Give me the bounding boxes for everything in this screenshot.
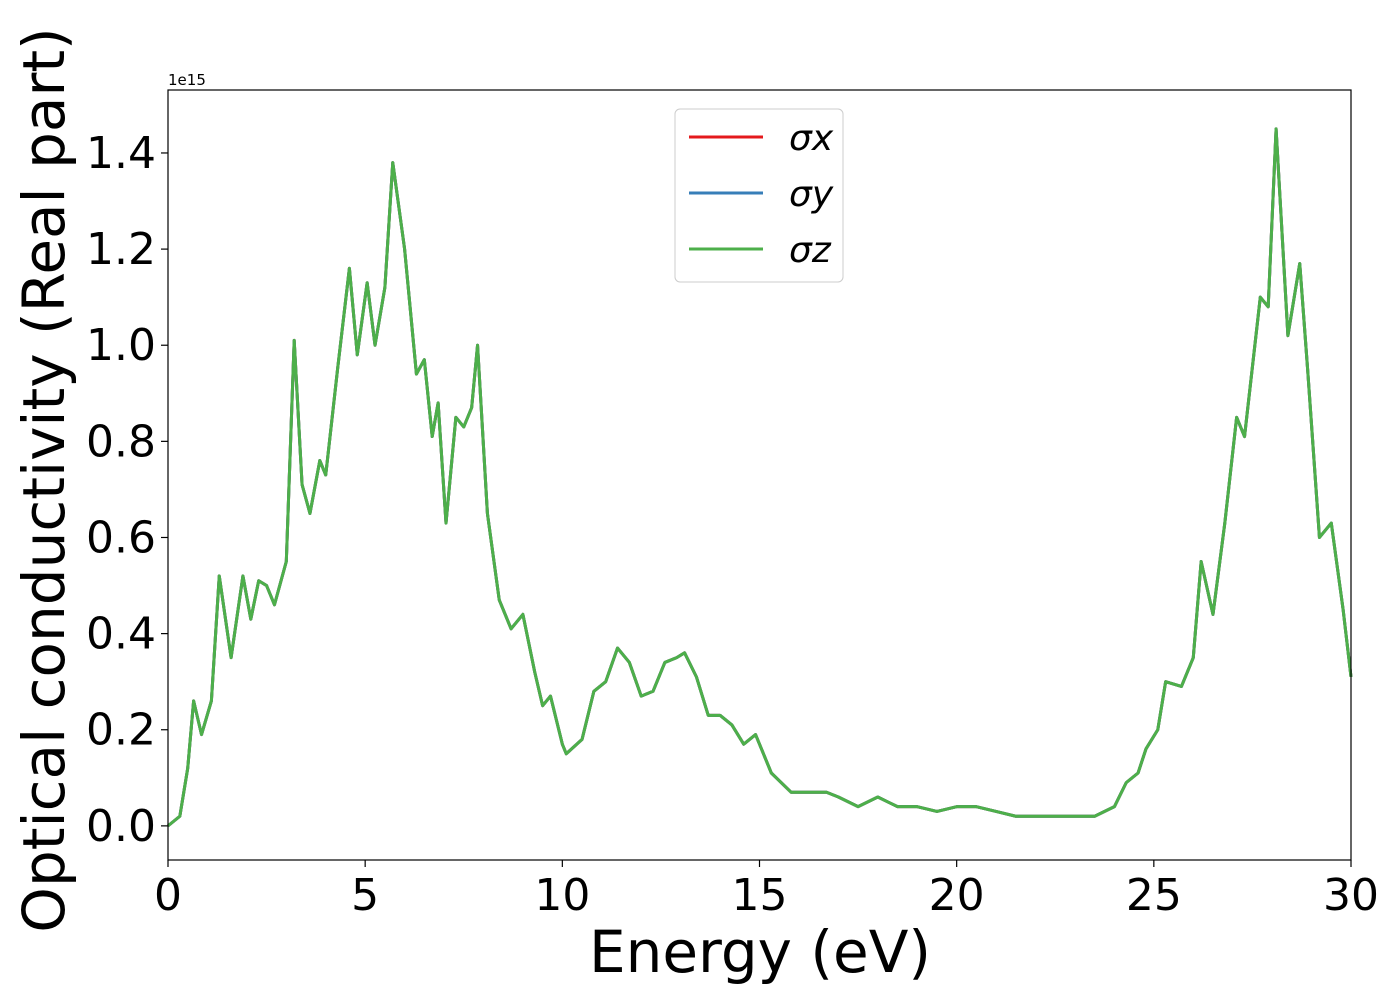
x-axis-label: Energy (eV)	[589, 918, 931, 986]
x-tick-label: 20	[929, 870, 985, 921]
x-tick-label: 15	[732, 870, 788, 921]
y-tick-label: 1.4	[86, 128, 156, 179]
series-line	[167, 127, 1353, 828]
x-tick-label: 10	[534, 870, 590, 921]
x-tick-label: 30	[1323, 870, 1379, 921]
y-tick-label: 1.2	[86, 224, 156, 275]
y-axis-label: Optical conductivity (Real part)	[10, 27, 78, 932]
x-tick-label: 25	[1126, 870, 1182, 921]
plot-frame	[167, 89, 1352, 861]
y-tick-label: 0.2	[86, 705, 156, 756]
y-tick-label: 0.0	[86, 801, 156, 852]
x-tick-label: 0	[154, 870, 182, 921]
x-tick-label: 5	[351, 870, 379, 921]
y-tick-label: 0.4	[86, 609, 156, 660]
y-offset-label: 1e15	[168, 71, 206, 89]
y-tick-label: 1.0	[86, 320, 156, 371]
legend-box	[674, 108, 844, 283]
y-tick-label: 0.8	[86, 416, 156, 467]
y-tick-label: 0.6	[86, 512, 156, 563]
legend-label: σy	[789, 174, 834, 215]
legend-label: σx	[789, 118, 834, 159]
legend-label: σz	[789, 230, 832, 271]
